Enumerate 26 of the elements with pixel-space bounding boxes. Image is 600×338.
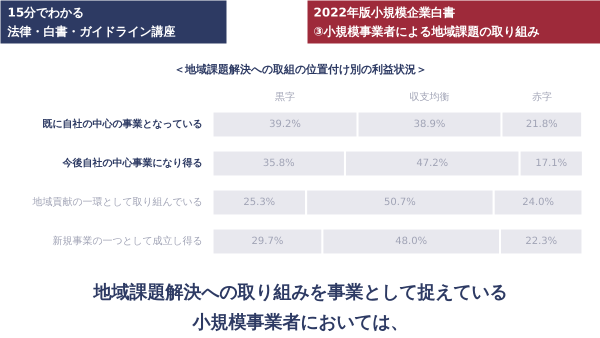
data-label: 35.8% [262,158,295,169]
data-label: 25.3% [243,197,276,208]
text: 地域課題解決への取り組みを事業として捉えている [92,282,508,303]
series-label: 収支均衡 [410,91,450,103]
series-label: 赤字 [532,91,552,103]
text: ③小規模事業者による地域課題の取り組み [314,24,540,38]
y-tick-label: 既に自社の中心の事業となっている [42,118,202,130]
y-tick-label: 地域貢献の一環として取り組んでいる [32,196,202,208]
data-label: 24.0% [522,197,554,208]
data-label: 22.3% [525,236,558,247]
data-label: 50.7% [384,197,416,208]
data-label: 47.2% [416,158,448,169]
data-label: 38.9% [414,119,446,130]
y-tick-label: 今後自社の中心事業になり得る [62,157,202,169]
data-label: 39.2% [269,119,301,130]
y-tick-label: 新規事業の一つとして成立し得る [52,235,202,247]
series-label: 黒字 [275,91,296,103]
data-label: 21.8% [526,119,558,130]
data-label: 29.7% [252,236,284,247]
text: 15分でわかる [8,6,84,20]
text: 小規模事業者においては、 [192,312,408,333]
data-label: 17.1% [535,158,568,169]
text: 法律・白書・ガイドライン講座 [6,24,176,38]
data-label: 48.0% [395,236,428,247]
chart-title: ＜地域課題解決への取組の位置付け別の利益状況＞ [174,63,427,76]
text: 2022年版小規模企業白書 [314,6,455,20]
